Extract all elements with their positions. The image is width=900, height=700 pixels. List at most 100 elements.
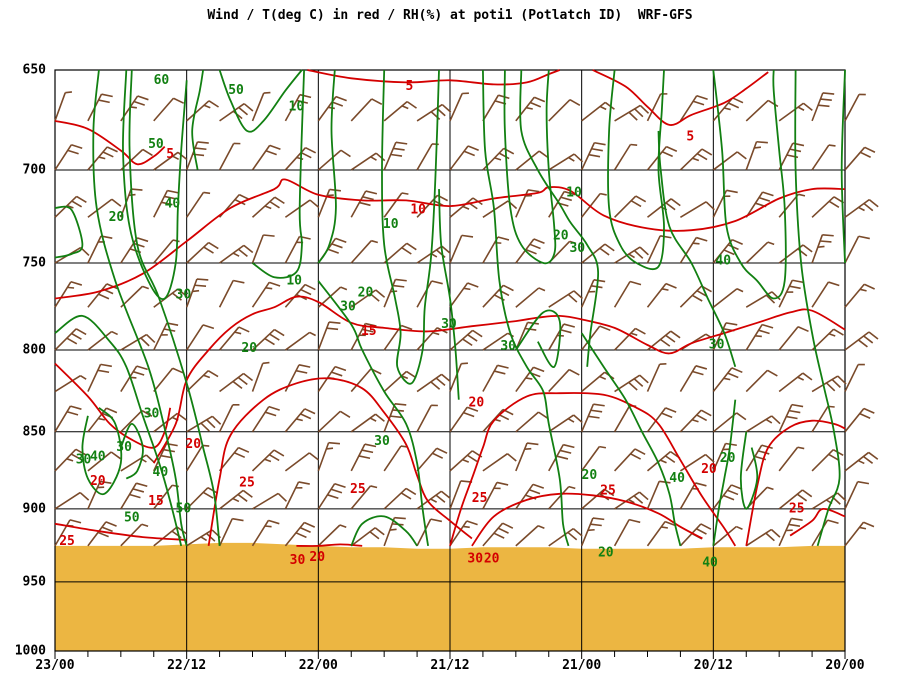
wind-barb-staff — [679, 237, 697, 264]
wind-barb — [811, 375, 847, 393]
wind-barb-flag — [331, 101, 344, 107]
wind-barb-flag — [389, 528, 397, 531]
isotherm-20 — [54, 362, 172, 449]
rh-label: 10 — [286, 273, 302, 288]
wind-barb — [350, 485, 378, 510]
wind-barb — [87, 363, 112, 392]
wind-barb-staff — [186, 415, 213, 433]
rh-label: 30 — [374, 434, 390, 449]
wind-barb-staff — [416, 280, 433, 308]
rh-contour — [218, 69, 303, 133]
wind-barb-flag — [66, 204, 74, 209]
wind-barb-staff — [844, 235, 860, 264]
wind-barb — [383, 192, 409, 218]
wind-barb — [383, 370, 417, 393]
wind-barb-flag — [666, 145, 678, 152]
wind-barb-flag — [66, 410, 79, 416]
wind-barb-flag — [400, 492, 412, 500]
wind-barb — [284, 146, 317, 171]
x-tick-label: 20/00 — [825, 658, 864, 673]
wind-barb-staff — [679, 409, 702, 433]
wind-barb-staff — [745, 528, 772, 547]
wind-barb-staff — [646, 363, 661, 392]
wind-barb — [548, 368, 580, 393]
wind-barb-staff — [515, 287, 540, 308]
wind-barb-flag — [572, 528, 583, 537]
wind-barb-staff — [251, 281, 270, 308]
wind-barb-staff — [153, 239, 174, 264]
wind-barb — [284, 235, 311, 264]
wind-barb-flag — [863, 202, 874, 212]
wind-barb-staff — [449, 197, 474, 218]
wind-barb-flag — [406, 100, 417, 109]
wind-barb-flag — [299, 526, 311, 533]
wind-barb — [284, 521, 316, 547]
wind-barb — [548, 414, 583, 433]
wind-barb-flag — [494, 370, 506, 375]
wind-barb-flag — [635, 327, 646, 335]
wind-barb — [449, 282, 479, 308]
wind-barb-flag — [430, 498, 437, 503]
wind-barb — [548, 153, 584, 171]
wind-barb-flag — [604, 101, 615, 110]
wind-barb-flag — [506, 453, 517, 462]
wind-barb-staff — [350, 323, 367, 351]
wind-barb — [284, 364, 311, 392]
wind-barb-staff — [844, 521, 865, 547]
wind-barb-flag — [66, 337, 78, 345]
wind-barb — [548, 485, 576, 510]
wind-barb-staff — [251, 363, 264, 392]
wind-barb-staff — [416, 404, 432, 433]
wind-barb-flag — [105, 521, 117, 527]
wind-barb-staff — [416, 373, 443, 393]
wind-barb-flag — [463, 411, 475, 418]
wind-barb-flag — [304, 283, 316, 291]
wind-barb-flag — [69, 519, 82, 524]
x-tick-label: 21/00 — [562, 658, 601, 673]
wind-barb — [317, 149, 351, 171]
wind-barb-flag — [394, 403, 407, 406]
wind-barb-staff — [811, 375, 839, 393]
wind-barb — [646, 480, 671, 510]
wind-barb-staff — [515, 96, 535, 122]
wind-barb-flag — [133, 100, 145, 106]
wind-barb-staff — [120, 410, 143, 433]
wind-barb — [120, 409, 153, 433]
wind-barb-staff — [844, 94, 860, 122]
rh-label: 10 — [383, 217, 399, 232]
wind-barb — [54, 448, 87, 472]
wind-barb-flag — [274, 328, 285, 337]
wind-barb-flag — [194, 147, 207, 151]
wind-barb-staff — [284, 236, 301, 264]
wind-barb-flag — [71, 332, 82, 340]
wind-barb — [120, 482, 148, 510]
wind-barb — [87, 330, 118, 351]
wind-barb-staff — [284, 522, 305, 547]
wind-barb-staff — [548, 486, 570, 510]
rh-contour — [712, 399, 737, 547]
temperature-label: 10 — [410, 202, 426, 217]
wind-barb-flag — [661, 412, 673, 419]
wind-barb-flag — [326, 447, 334, 450]
wind-barb-flag — [203, 374, 211, 379]
wind-barb-staff — [54, 328, 77, 351]
wind-barb-staff — [581, 371, 606, 393]
temperature-label: 25 — [789, 501, 805, 516]
wind-barb — [54, 144, 83, 171]
isotherm-10 — [54, 178, 846, 300]
wind-barb — [317, 188, 341, 218]
isotherm-20 — [449, 392, 737, 547]
wind-barb — [186, 415, 222, 433]
wind-barb — [317, 321, 341, 351]
wind-barb-flag — [331, 243, 343, 249]
wind-barb-flag — [525, 248, 537, 255]
wind-barb — [844, 331, 879, 351]
wind-barb — [646, 93, 668, 122]
wind-barb-flag — [80, 374, 87, 380]
wind-barb — [251, 519, 280, 547]
wind-barb — [712, 412, 747, 433]
wind-barb-flag — [242, 489, 253, 498]
wind-barb-staff — [153, 443, 168, 472]
wind-barb-flag — [665, 202, 676, 211]
wind-barb-flag — [263, 234, 275, 237]
